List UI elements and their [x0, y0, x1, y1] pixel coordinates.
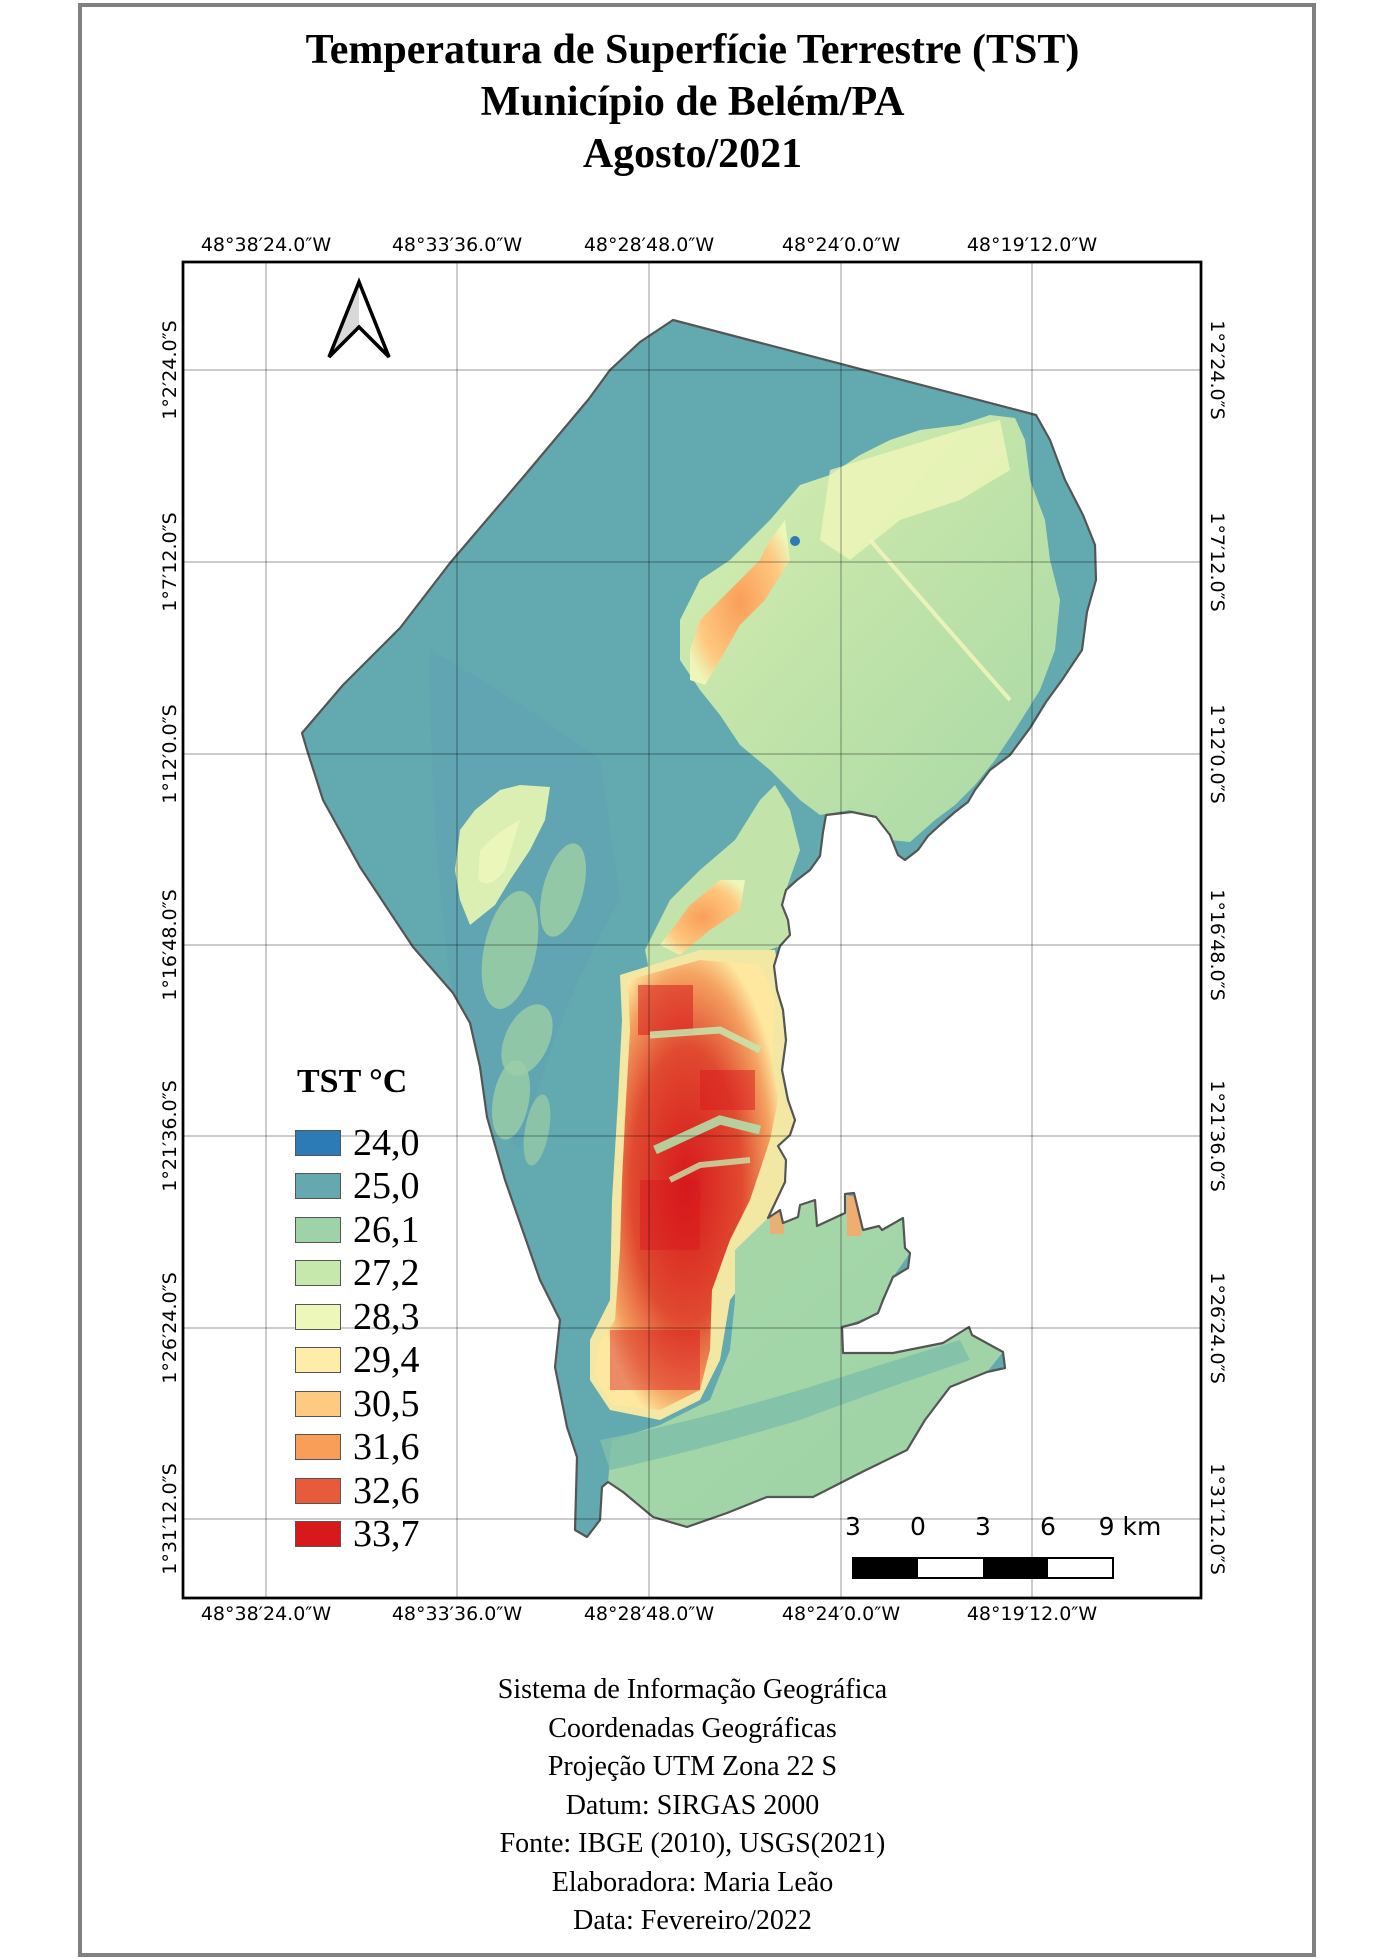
- legend-label: 32,6: [353, 1469, 420, 1512]
- north-arrow-icon: [327, 277, 391, 359]
- legend-label: 33,7: [353, 1513, 420, 1556]
- legend-swatch: [295, 1173, 341, 1200]
- longitude-label-bottom: 48°24′0.0″W: [781, 1603, 901, 1625]
- latitude-label-left: 1°21′36.0″S: [159, 1080, 181, 1192]
- scale-label: 0: [910, 1512, 926, 1541]
- legend-label: 31,6: [353, 1426, 420, 1469]
- legend-label: 26,1: [353, 1208, 420, 1251]
- map-credits: Sistema de Informação Geográfica Coorden…: [0, 1671, 1385, 1941]
- legend-swatch: [295, 1521, 341, 1548]
- latitude-label-right: 1°2′24.0″S: [1206, 320, 1228, 420]
- map-subtitle-date: Agosto/2021: [582, 131, 803, 177]
- latitude-label-right: 1°12′0.0″S: [1206, 704, 1228, 804]
- scale-bar: [852, 1557, 1114, 1579]
- map-title: Temperatura de Superfície Terrestre (TST…: [305, 27, 1080, 73]
- longitude-label-bottom: 48°33′36.0″W: [391, 1603, 523, 1625]
- legend-item: 29,4: [295, 1339, 420, 1383]
- scale-label: 6: [1040, 1512, 1056, 1541]
- legend-swatch: [295, 1303, 341, 1330]
- legend-item: 24,0: [295, 1121, 420, 1165]
- legend-swatch: [295, 1347, 341, 1374]
- credit-line-coordinates: Coordenadas Geográficas: [548, 1712, 837, 1744]
- legend-swatch: [295, 1129, 341, 1156]
- credit-line-projection: Projeção UTM Zona 22 S: [547, 1751, 838, 1782]
- latitude-label-right: 1°21′36.0″S: [1206, 1080, 1228, 1192]
- legend-label: 27,2: [353, 1252, 420, 1295]
- longitude-label-bottom: 48°28′48.0″W: [583, 1603, 715, 1625]
- graticule: [183, 262, 1201, 1598]
- legend-item: 26,1: [295, 1208, 420, 1252]
- legend-item: 25,0: [295, 1165, 420, 1209]
- legend-swatch: [295, 1477, 341, 1504]
- scale-label: 9 km: [1098, 1512, 1162, 1541]
- latitude-label-right: 1°26′24.0″S: [1206, 1272, 1228, 1384]
- credit-line-date: Data: Fevereiro/2022: [573, 1905, 812, 1936]
- longitude-label-top: 48°19′12.0″W: [966, 234, 1098, 256]
- legend-label: 25,0: [353, 1165, 420, 1208]
- municipality-outline: [300, 318, 1098, 1539]
- latitude-label-left: 1°16′48.0″S: [159, 889, 181, 1001]
- credit-line-source: Fonte: IBGE (2010), USGS(2021): [499, 1828, 886, 1859]
- latitude-label-left: 1°12′0.0″S: [159, 704, 181, 804]
- longitude-label-top: 48°28′48.0″W: [583, 234, 715, 256]
- legend: TST °C 24,0 25,0 26,1 27,2 28,3 29,4 30,…: [295, 1063, 420, 1556]
- longitude-label-bottom: 48°38′24.0″W: [200, 1603, 332, 1625]
- legend-item: 30,5: [295, 1382, 420, 1426]
- latitude-label-left: 1°2′24.0″S: [159, 320, 181, 420]
- scale-label: 3: [975, 1512, 991, 1541]
- latitude-label-right: 1°31′12.0″S: [1206, 1463, 1228, 1575]
- legend-swatch: [295, 1390, 341, 1417]
- latitude-label-left: 1°31′12.0″S: [159, 1463, 181, 1575]
- longitude-label-top: 48°33′36.0″W: [391, 234, 523, 256]
- credit-line-author: Elaboradora: Maria Leão: [551, 1866, 834, 1898]
- latitude-label-right: 1°16′48.0″S: [1206, 889, 1228, 1001]
- legend-label: 29,4: [353, 1339, 420, 1382]
- legend-label: 28,3: [353, 1295, 420, 1338]
- legend-item: 33,7: [295, 1513, 420, 1557]
- legend-item: 28,3: [295, 1295, 420, 1339]
- longitude-label-top: 48°24′0.0″W: [781, 234, 901, 256]
- credit-line-gis: Sistema de Informação Geográfica: [497, 1674, 888, 1705]
- legend-label: 30,5: [353, 1382, 420, 1425]
- legend-label: 24,0: [353, 1121, 420, 1164]
- page-border: [78, 3, 1316, 1957]
- legend-swatch: [295, 1260, 341, 1287]
- legend-item: 31,6: [295, 1426, 420, 1470]
- latitude-label-left: 1°26′24.0″S: [159, 1272, 181, 1384]
- legend-item: 27,2: [295, 1252, 420, 1296]
- scale-label: 3: [845, 1512, 861, 1541]
- legend-title: TST °C: [297, 1063, 408, 1100]
- longitude-label-top: 48°38′24.0″W: [200, 234, 332, 256]
- legend-item: 32,6: [295, 1469, 420, 1513]
- legend-swatch: [295, 1216, 341, 1243]
- map-subtitle-municipality: Município de Belém/PA: [480, 79, 905, 125]
- longitude-label-bottom: 48°19′12.0″W: [966, 1603, 1098, 1625]
- latitude-label-right: 1°7′12.0″S: [1206, 512, 1228, 612]
- legend-swatch: [295, 1434, 341, 1461]
- latitude-label-left: 1°7′12.0″S: [159, 512, 181, 612]
- credit-line-datum: Datum: SIRGAS 2000: [565, 1789, 820, 1821]
